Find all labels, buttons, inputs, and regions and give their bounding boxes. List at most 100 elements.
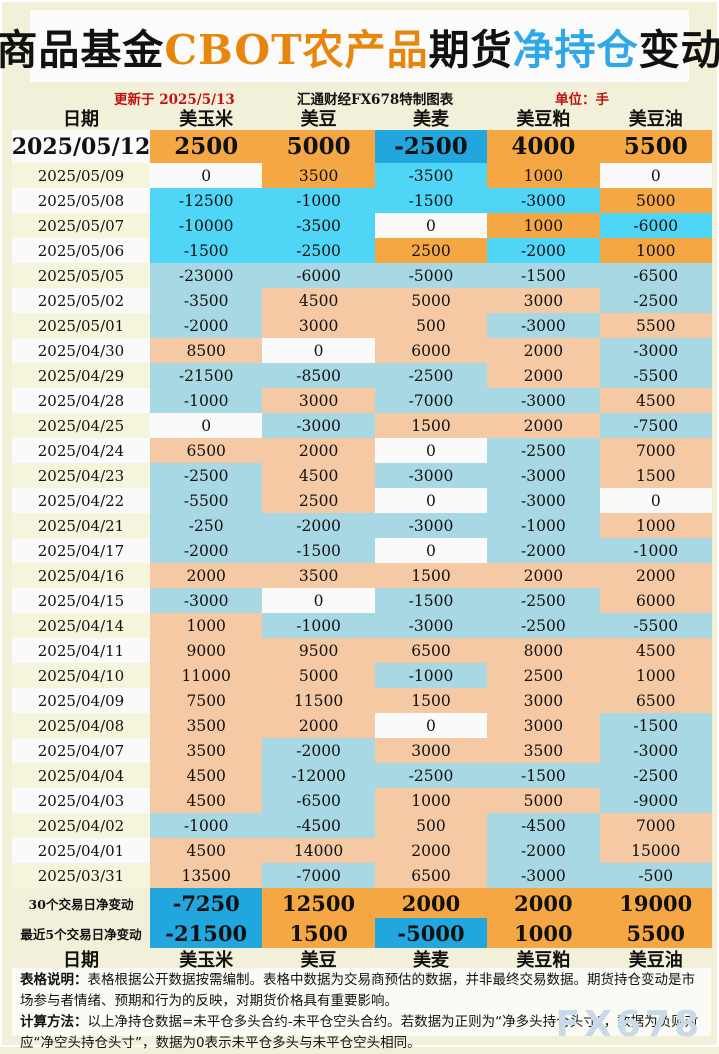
value-cell: 2000 [262, 438, 375, 463]
value-cell: 2000 [487, 563, 600, 588]
table-row: 2025/04/24 6500 2000 0 -2500 7000 [12, 438, 712, 463]
summary-label: 最近5个交易日净变动 [20, 926, 142, 942]
value-cell: 0 [599, 488, 712, 513]
date-cell: 2025/04/15 [12, 588, 150, 613]
date-cell: 2025/04/10 [12, 663, 150, 688]
value-cell: 3000 [487, 688, 600, 713]
value-cell: 3000 [487, 713, 600, 738]
table-row: 2025/04/29 -21500 -8500 -2500 2000 -5500 [12, 363, 712, 388]
value-cell: -1500 [262, 538, 375, 563]
value-cell: -1500 [374, 588, 488, 613]
date-cell: 2025/05/12 [12, 130, 150, 163]
value-cell: 14000 [262, 838, 375, 863]
date-cell: 2025/04/03 [12, 788, 150, 813]
value-cell: 0 [262, 338, 375, 363]
value-cell: -1000 [487, 513, 600, 538]
value-cell: -1000 [262, 188, 375, 213]
value-cell: -2000 [262, 738, 375, 763]
value-cell: -1000 [262, 613, 375, 638]
table-row: 2025/04/22 -5500 2500 0 -3000 0 [12, 488, 712, 513]
value-cell: 4500 [262, 463, 375, 488]
value-cell: 1000 [150, 613, 263, 638]
value-cell: 11000 [150, 663, 263, 688]
summary-value-cell: 5500 [599, 918, 712, 948]
value-cell: -6000 [262, 263, 375, 288]
value-cell: 0 [374, 438, 488, 463]
table-row: 2025/04/10 11000 5000 -1000 2500 1000 [12, 663, 712, 688]
unit-label: 单位：手 [555, 92, 609, 108]
value-cell: -2500 [374, 130, 488, 163]
value-cell: -2500 [150, 463, 263, 488]
value-cell: 2500 [487, 663, 600, 688]
summary-value-cell: -21500 [150, 918, 263, 948]
value-cell: 4500 [150, 788, 263, 813]
value-cell: -12000 [262, 763, 375, 788]
value-cell: 5000 [487, 788, 600, 813]
value-cell: 1500 [374, 413, 488, 438]
value-cell: -3000 [487, 463, 600, 488]
value-cell: -2500 [374, 763, 488, 788]
value-cell: -2000 [150, 538, 263, 563]
date-cell: 2025/05/07 [12, 213, 150, 238]
value-cell: 0 [374, 213, 488, 238]
value-cell: 9500 [262, 638, 375, 663]
value-cell: 5000 [262, 663, 375, 688]
value-cell: -7500 [599, 413, 712, 438]
table-row: 2025/05/07 -10000 -3500 0 1000 -6000 [12, 213, 712, 238]
value-cell: 1000 [487, 163, 600, 188]
column-header-0: 日期 [63, 950, 99, 971]
value-cell: -3000 [374, 613, 488, 638]
value-cell: 7000 [599, 438, 712, 463]
summary-row: 30个交易日净变动 -7250 12500 2000 2000 19000 [12, 888, 712, 918]
value-cell: -1500 [150, 238, 263, 263]
value-cell: -4500 [262, 813, 375, 838]
title-segment: 变动 [638, 26, 719, 74]
date-cell: 2025/04/24 [12, 438, 150, 463]
value-cell: -3000 [487, 488, 600, 513]
value-cell: 3500 [150, 738, 263, 763]
value-cell: 2000 [374, 838, 488, 863]
table-row: 2025/04/14 1000 -1000 -3000 -2500 -5500 [12, 613, 712, 638]
value-cell: 6000 [599, 588, 712, 613]
title-box: 商品基金CBOT农产品期货净持仓变动 [0, 10, 719, 82]
value-cell: -4500 [487, 813, 600, 838]
date-cell: 2025/04/21 [12, 513, 150, 538]
value-cell: 0 [374, 713, 488, 738]
table-row: 2025/04/09 7500 11500 1500 3000 6500 [12, 688, 712, 713]
date-cell: 2025/05/09 [12, 163, 150, 188]
table-row: 2025/05/12 2500 5000 -2500 4000 5500 [12, 130, 712, 163]
date-cell: 2025/04/28 [12, 388, 150, 413]
value-cell: 3000 [262, 388, 375, 413]
value-cell: 1500 [374, 688, 488, 713]
value-cell: -2500 [374, 363, 488, 388]
value-cell: 500 [374, 313, 488, 338]
value-cell: -2500 [487, 438, 600, 463]
summary-value-cell: 19000 [599, 888, 712, 918]
value-cell: 4500 [150, 838, 263, 863]
value-cell: 3000 [262, 313, 375, 338]
value-cell: -2500 [262, 238, 375, 263]
summary-value-cell: 2000 [374, 888, 488, 918]
summary-value-cell: 2000 [487, 888, 600, 918]
title-segment: CBOT农产品 [164, 26, 429, 74]
summary-value-cell: 12500 [262, 888, 375, 918]
value-cell: 9000 [150, 638, 263, 663]
value-cell: 4500 [150, 763, 263, 788]
table-row: 2025/05/06 -1500 -2500 2500 -2000 1000 [12, 238, 712, 263]
method-label: 计算方法： [20, 1013, 88, 1030]
summary-value-cell: 1000 [487, 918, 600, 948]
table-row: 2025/05/02 -3500 4500 5000 3000 -2500 [12, 288, 712, 313]
value-cell: -3000 [262, 413, 375, 438]
value-cell: 5500 [599, 313, 712, 338]
table-row: 2025/04/16 2000 3500 1500 2000 2000 [12, 563, 712, 588]
value-cell: -1500 [487, 263, 600, 288]
table-row: 2025/04/01 4500 14000 2000 -2000 15000 [12, 838, 712, 863]
date-cell: 2025/04/17 [12, 538, 150, 563]
column-header-3: 美麦 [412, 108, 449, 130]
value-cell: 6500 [599, 688, 712, 713]
value-cell: -3500 [262, 213, 375, 238]
date-cell: 2025/04/23 [12, 463, 150, 488]
value-cell: 0 [262, 588, 375, 613]
value-cell: -3500 [374, 163, 488, 188]
